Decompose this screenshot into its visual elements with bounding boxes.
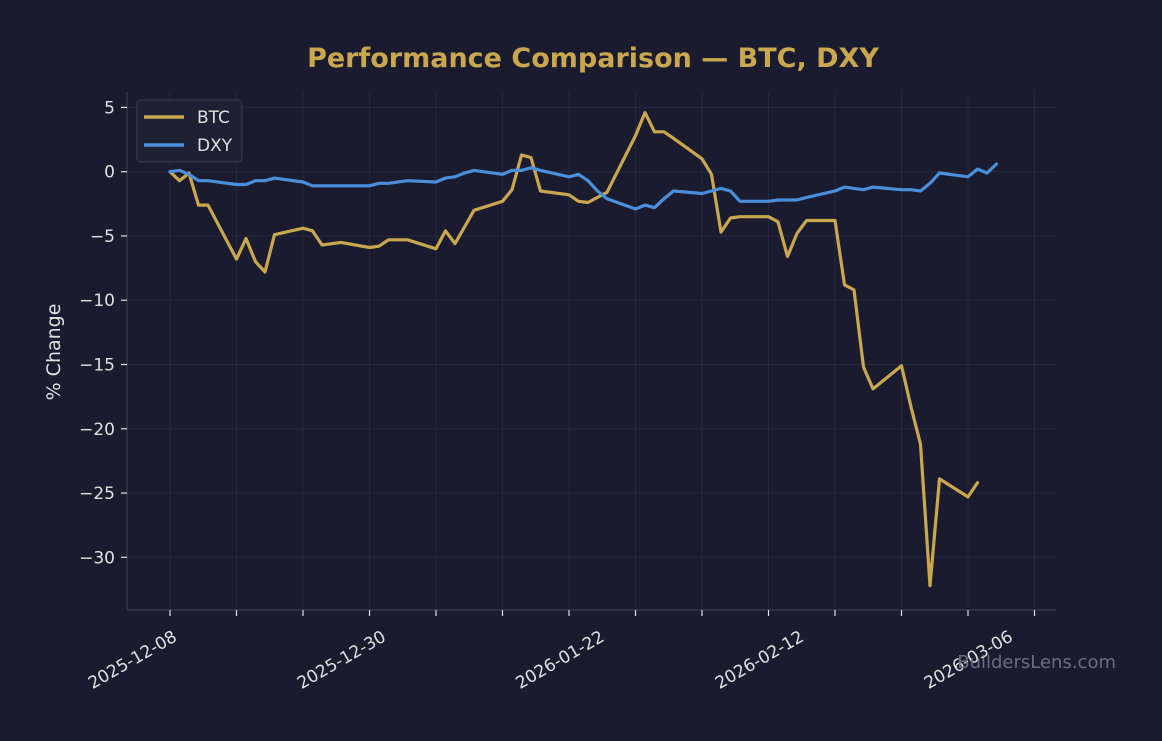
watermark: BuildersLens.com [957, 652, 1116, 673]
series-line-dxy [168, 162, 999, 211]
y-tick-label: −15 [79, 355, 115, 375]
y-tick-label: −30 [79, 548, 115, 568]
x-tick-label: 2026-01-22 [512, 627, 608, 694]
series-lines [168, 110, 999, 588]
y-axis-label: % Change [43, 304, 65, 401]
x-tick-label: 2025-12-08 [85, 627, 181, 694]
series-line-btc [168, 110, 980, 588]
y-tick-label: −25 [79, 484, 115, 504]
x-axis: 2025-12-08 2025-12-30 2026-01-22 2026-02-12… [85, 610, 1036, 694]
y-tick-label: −20 [79, 420, 115, 440]
y-tick-label: −10 [79, 291, 115, 311]
legend-label-btc: BTC [197, 108, 230, 128]
legend-label-dxy: DXY [197, 136, 233, 156]
chart-title: Performance Comparison — BTC, DXY [307, 43, 879, 74]
x-tick-label: 2026-02-12 [712, 627, 808, 694]
x-tick-label: 2025-12-30 [294, 627, 390, 694]
y-tick-label: 5 [104, 98, 115, 118]
legend: BTC DXY [136, 99, 243, 163]
axes-spines [126, 92, 1056, 611]
y-tick-label: 0 [104, 163, 115, 183]
y-tick-label: −5 [90, 227, 115, 247]
y-axis: 5 0 −5 −10 −15 −20 −25 −30 [79, 98, 127, 568]
grid [127, 92, 1056, 610]
